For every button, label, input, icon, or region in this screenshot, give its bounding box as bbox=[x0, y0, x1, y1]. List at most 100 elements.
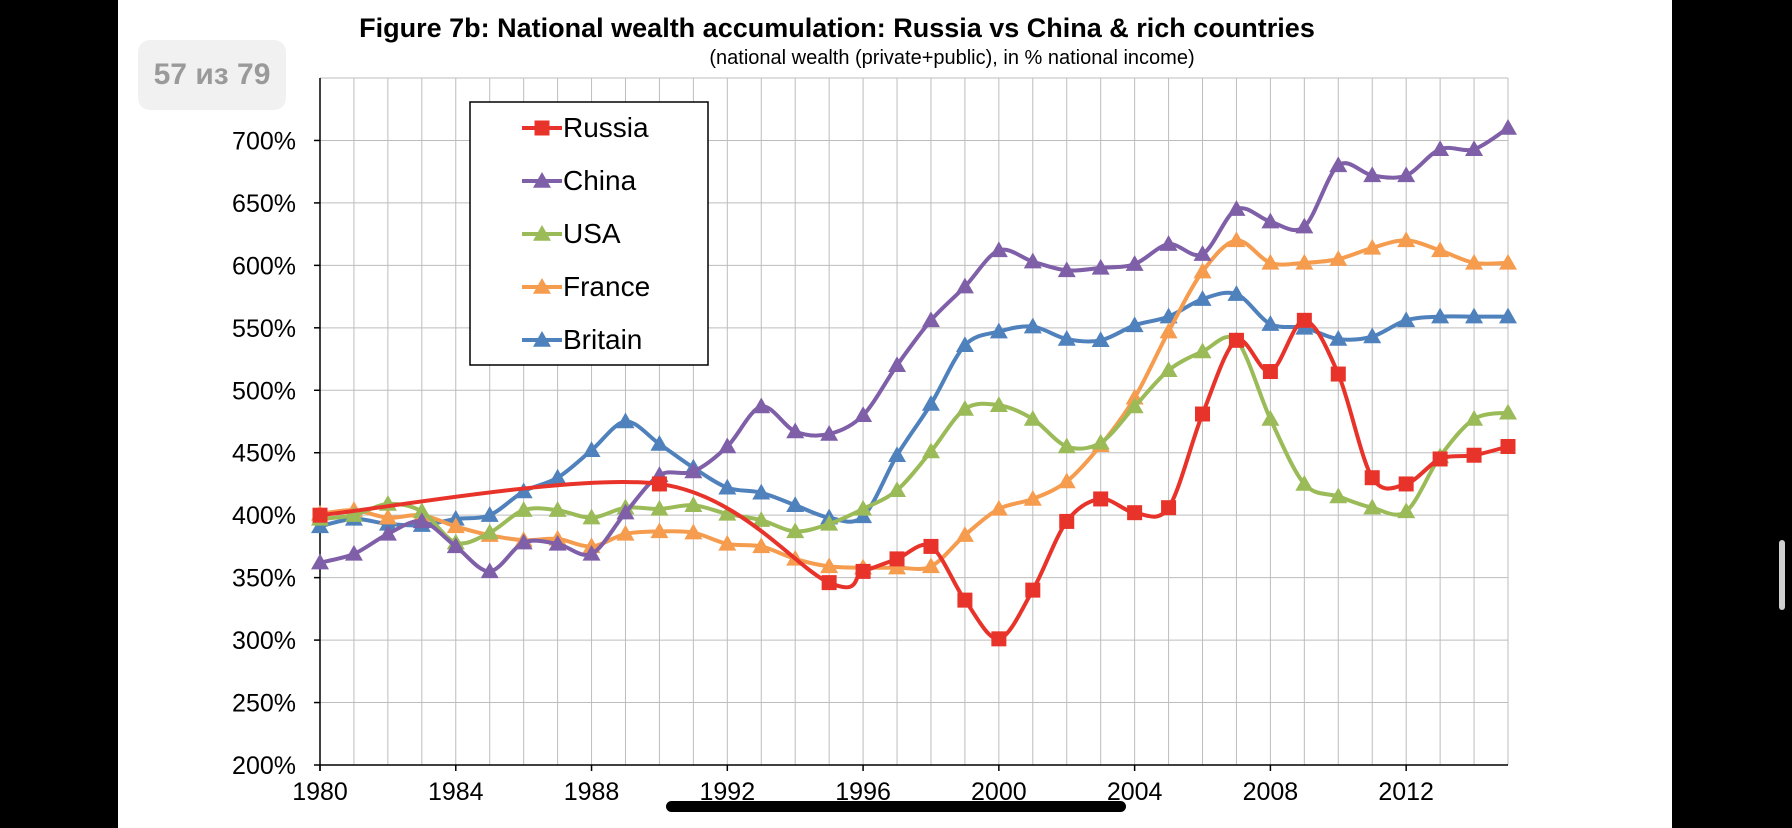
data-point-france bbox=[820, 557, 839, 574]
legend-marker-usa bbox=[533, 225, 551, 241]
data-point-usa bbox=[548, 501, 567, 517]
data-point-russia bbox=[1398, 476, 1414, 492]
data-point-china bbox=[378, 524, 397, 541]
data-point-usa bbox=[820, 514, 839, 531]
data-point-usa bbox=[1057, 437, 1076, 454]
data-point-russia bbox=[1195, 406, 1211, 422]
data-point-britain bbox=[1125, 316, 1144, 333]
y-tick-label: 300% bbox=[232, 627, 296, 655]
y-tick-label: 550% bbox=[232, 315, 296, 343]
data-point-usa bbox=[1465, 410, 1484, 426]
legend-marker-france bbox=[533, 278, 551, 294]
data-point-usa bbox=[684, 496, 703, 512]
data-point-britain bbox=[752, 483, 771, 500]
data-point-russia bbox=[957, 592, 973, 608]
data-point-britain bbox=[786, 496, 805, 512]
data-point-china bbox=[582, 544, 601, 561]
data-point-usa bbox=[480, 523, 499, 540]
data-point-usa bbox=[1329, 487, 1348, 504]
data-point-china bbox=[1159, 235, 1178, 251]
data-point-russia bbox=[855, 563, 871, 579]
data-point-usa bbox=[1159, 361, 1178, 378]
chart-subtitle: (national wealth (private+public), in % … bbox=[709, 47, 1194, 69]
data-point-usa bbox=[752, 511, 771, 527]
data-point-usa bbox=[582, 508, 601, 525]
data-point-russia bbox=[1059, 513, 1075, 529]
home-indicator[interactable] bbox=[666, 801, 1126, 812]
legend-label-china: China bbox=[563, 165, 637, 196]
data-point-usa bbox=[650, 499, 669, 516]
data-point-china bbox=[1261, 212, 1280, 229]
data-point-usa bbox=[1125, 397, 1144, 414]
data-point-russia bbox=[1500, 438, 1516, 454]
data-point-britain bbox=[582, 441, 601, 457]
x-tick-label: 2008 bbox=[1243, 778, 1299, 806]
data-point-britain bbox=[955, 336, 974, 353]
y-tick-label: 650% bbox=[232, 190, 296, 218]
data-point-france bbox=[921, 557, 940, 574]
y-tick-label: 400% bbox=[232, 502, 296, 530]
data-point-usa bbox=[1499, 403, 1517, 420]
data-point-usa bbox=[718, 504, 737, 521]
data-point-china bbox=[311, 553, 329, 570]
data-point-france bbox=[616, 524, 635, 541]
data-point-france bbox=[1295, 253, 1314, 270]
data-point-france bbox=[1227, 231, 1246, 248]
data-point-britain bbox=[921, 395, 940, 411]
data-point-britain bbox=[1193, 290, 1212, 306]
data-point-britain bbox=[616, 412, 635, 429]
data-point-usa bbox=[1261, 410, 1280, 426]
data-point-china bbox=[1465, 140, 1484, 156]
data-point-france bbox=[989, 499, 1008, 516]
data-point-china bbox=[820, 424, 839, 441]
data-point-russia bbox=[821, 575, 837, 591]
data-point-britain bbox=[1091, 331, 1110, 348]
data-point-usa bbox=[344, 506, 363, 522]
data-point-usa bbox=[1363, 498, 1382, 515]
data-point-russia bbox=[889, 551, 905, 567]
data-point-china bbox=[1397, 166, 1416, 183]
legend-label-usa: USA bbox=[563, 218, 621, 249]
legend-box bbox=[469, 101, 709, 366]
y-tick-label: 200% bbox=[232, 752, 296, 780]
y-tick-label: 500% bbox=[232, 377, 296, 405]
x-tick-label: 1980 bbox=[292, 778, 348, 806]
data-point-russia bbox=[1364, 470, 1380, 486]
y-tick-label: 350% bbox=[232, 565, 296, 593]
data-point-britain bbox=[1057, 330, 1076, 346]
x-tick-label: 2012 bbox=[1378, 778, 1434, 806]
data-point-usa bbox=[786, 522, 805, 539]
data-point-china bbox=[1295, 217, 1314, 234]
data-point-france bbox=[1329, 250, 1348, 266]
data-point-britain bbox=[480, 506, 499, 522]
data-point-britain bbox=[1397, 311, 1416, 328]
data-point-usa bbox=[955, 400, 974, 416]
data-point-china bbox=[854, 406, 873, 423]
data-point-france bbox=[684, 523, 703, 540]
data-point-russia bbox=[1025, 582, 1041, 598]
legend-marker-china bbox=[533, 172, 551, 188]
chart-title: Figure 7b: National wealth accumulation:… bbox=[359, 13, 1315, 43]
data-point-china bbox=[921, 311, 940, 328]
data-point-britain bbox=[1499, 307, 1517, 324]
data-point-china bbox=[955, 277, 974, 294]
data-point-china bbox=[412, 512, 431, 529]
data-point-china bbox=[989, 241, 1008, 258]
data-point-britain bbox=[1465, 307, 1484, 324]
data-point-france bbox=[1397, 231, 1416, 248]
data-point-china bbox=[1329, 156, 1348, 173]
data-point-china bbox=[1023, 252, 1042, 269]
data-point-usa bbox=[412, 502, 431, 519]
data-point-china bbox=[888, 356, 907, 373]
data-point-china bbox=[446, 537, 465, 554]
data-point-france bbox=[1057, 472, 1076, 489]
data-point-china bbox=[514, 533, 533, 550]
data-point-france bbox=[718, 534, 737, 551]
data-point-china bbox=[1227, 200, 1246, 216]
data-point-china bbox=[548, 534, 567, 551]
chart-legend: Russia China USA France Britain bbox=[469, 101, 709, 366]
scrollbar-thumb[interactable] bbox=[1779, 540, 1785, 610]
legend-marker-britain bbox=[533, 331, 551, 347]
data-point-china bbox=[684, 462, 703, 479]
data-point-russia bbox=[923, 538, 939, 554]
